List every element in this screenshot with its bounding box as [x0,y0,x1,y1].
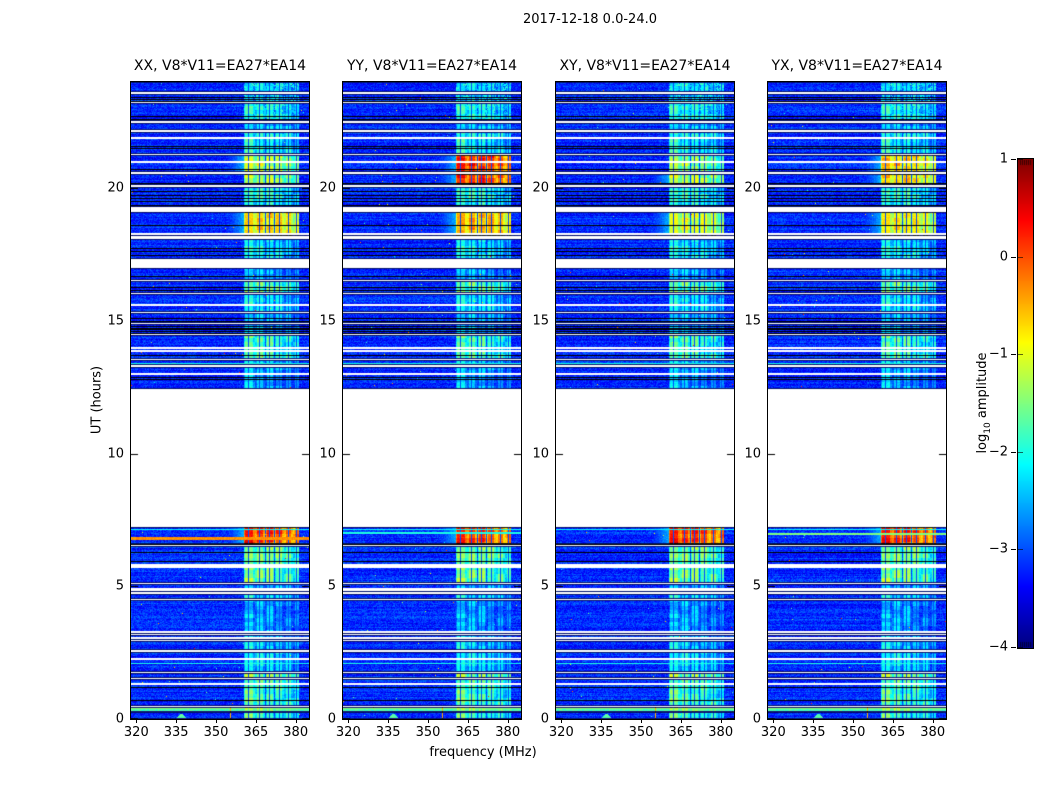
y-tick-label: 15 [319,313,336,329]
panel-title-yx: YX, V8*V11=EA27*EA14 [771,58,943,74]
x-tick-label: 365 [880,725,906,740]
x-tick-mark [255,719,257,723]
colorbar-tick-label: 0 [999,249,1008,265]
y-tick-label: 10 [532,446,549,462]
x-tick-mark [216,719,217,723]
x-tick-label: 365 [668,725,694,740]
y-tick-label: 5 [115,578,124,594]
spectrogram-canvas [768,82,946,719]
colorbar-tick-label: −1 [988,346,1008,362]
x-tick-mark [720,719,722,723]
colorbar-tick-inner-mark [1018,451,1023,453]
x-tick-label: 350 [203,725,229,740]
x-tick-label: 335 [375,725,401,740]
panel-title-xx: XX, V8*V11=EA27*EA14 [133,58,307,74]
spectrogram-canvas [131,82,309,719]
x-tick-mark [295,719,297,723]
colorbar-tick-label: 1 [999,151,1008,167]
x-tick-mark [680,719,682,723]
colorbar-tick-inner-mark [1018,159,1023,160]
figure-title: 2017-12-18 0.0-24.0 [523,12,657,27]
y-tick-label: 0 [115,711,124,727]
y-tick-label: 15 [744,313,761,329]
x-tick-mark [853,719,854,723]
x-tick-label: 350 [840,725,866,740]
x-tick-mark [136,719,138,723]
x-tick-mark [932,719,934,723]
x-tick-mark [813,719,815,723]
x-tick-mark [892,719,894,723]
y-tick-label: 15 [107,313,124,329]
colorbar-tick-mark [1011,647,1016,648]
spectrogram-panel-xy [555,81,735,720]
x-tick-mark [507,719,509,723]
x-tick-mark [561,719,563,723]
y-tick-label: 10 [107,446,124,462]
y-axis-label: UT (hours) [89,365,105,435]
x-tick-label: 350 [415,725,441,740]
colorbar-gradient [1018,159,1033,648]
x-tick-mark [641,719,642,723]
colorbar-tick-label: −2 [988,444,1008,460]
y-tick-label: 20 [107,180,124,196]
x-tick-mark [601,719,603,723]
spectrogram-canvas [556,82,734,719]
spectrogram-panel-yx [767,81,947,720]
panel-title-xy: XY, V8*V11=EA27*EA14 [559,58,731,74]
y-tick-label: 20 [319,180,336,196]
panel-title-yy: YY, V8*V11=EA27*EA14 [346,58,518,74]
y-tick-label: 5 [752,578,761,594]
x-tick-label: 350 [628,725,654,740]
x-tick-label: 335 [800,725,826,740]
colorbar-tick-inner-mark [1018,354,1023,356]
colorbar-tick-mark [1011,451,1016,453]
y-tick-label: 10 [319,446,336,462]
spectrogram-canvas [343,82,521,719]
x-tick-label: 320 [548,725,574,740]
x-tick-label: 320 [335,725,361,740]
colorbar-tick-label: −3 [988,541,1008,557]
y-tick-label: 5 [327,578,336,594]
x-tick-mark [773,719,775,723]
colorbar-tick-mark [1011,354,1016,356]
x-tick-label: 365 [243,725,269,740]
x-tick-label: 380 [920,725,946,740]
x-axis-label: frequency (MHz) [429,745,537,760]
colorbar-tick-inner-mark [1018,256,1023,258]
x-tick-mark [388,719,390,723]
x-tick-label: 335 [163,725,189,740]
x-tick-mark [176,719,178,723]
colorbar-tick-mark [1011,159,1016,160]
y-tick-label: 20 [744,180,761,196]
x-tick-label: 365 [455,725,481,740]
x-tick-label: 335 [588,725,614,740]
colorbar-tick-inner-mark [1018,549,1023,551]
x-tick-label: 380 [283,725,309,740]
x-tick-mark [428,719,429,723]
colorbar-tick-mark [1011,256,1016,258]
colorbar-tick-label: −4 [988,639,1008,655]
x-tick-label: 320 [123,725,149,740]
x-tick-mark [348,719,350,723]
y-tick-label: 0 [540,711,549,727]
y-tick-label: 0 [327,711,336,727]
x-tick-label: 380 [495,725,521,740]
y-tick-label: 5 [540,578,549,594]
colorbar-tick-inner-mark [1018,647,1023,648]
spectrogram-panel-yy [342,81,522,720]
y-tick-label: 0 [752,711,761,727]
x-tick-label: 320 [760,725,786,740]
y-tick-label: 10 [744,446,761,462]
colorbar [1017,158,1034,649]
colorbar-label: log10 amplitude [975,352,993,454]
spectrogram-panel-xx [130,81,310,720]
x-tick-mark [467,719,469,723]
y-tick-label: 15 [532,313,549,329]
y-tick-label: 20 [532,180,549,196]
colorbar-tick-mark [1011,549,1016,551]
x-tick-label: 380 [708,725,734,740]
